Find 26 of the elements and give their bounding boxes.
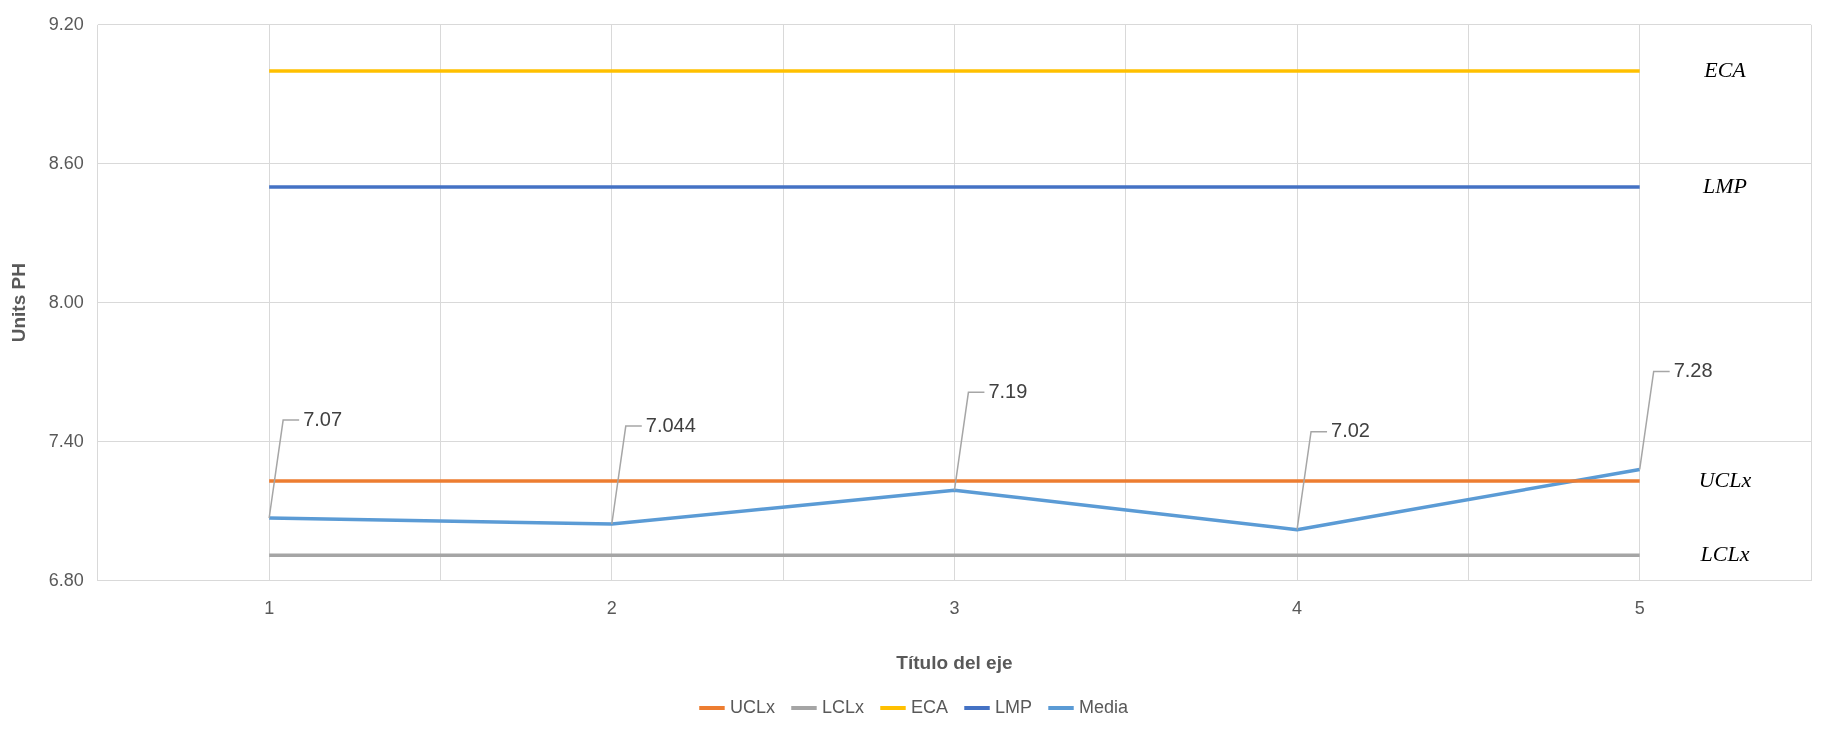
data-label: 7.02 xyxy=(1331,419,1370,442)
legend-label: LCLx xyxy=(821,696,864,717)
legend-label: UCLx xyxy=(729,696,775,717)
x-axis-title: Título del eje xyxy=(896,651,1013,673)
data-label: 7.044 xyxy=(645,413,696,436)
annotation: LCLx xyxy=(1699,540,1750,566)
data-label: 7.19 xyxy=(988,379,1028,402)
y-tick-label: 8.00 xyxy=(48,291,84,312)
x-tick-label: 5 xyxy=(1634,598,1645,619)
y-tick-label: 6.80 xyxy=(48,569,84,590)
legend-label: ECA xyxy=(910,696,949,717)
y-tick-label: 8.60 xyxy=(48,152,84,173)
annotation: UCLx xyxy=(1698,466,1752,492)
data-label: 7.07 xyxy=(303,407,343,430)
x-tick-label: 3 xyxy=(949,598,960,619)
x-tick-label: 4 xyxy=(1292,598,1303,619)
y-axis-title: Units PH xyxy=(7,263,29,343)
y-tick-label: 7.40 xyxy=(48,430,84,451)
x-tick-label: 1 xyxy=(264,598,275,619)
y-tick-label: 9.20 xyxy=(48,13,84,34)
annotation: ECA xyxy=(1703,56,1747,82)
legend-label: LMP xyxy=(995,696,1033,717)
annotation: LMP xyxy=(1702,172,1747,198)
data-label: 7.28 xyxy=(1673,358,1713,381)
x-tick-label: 2 xyxy=(606,598,617,619)
legend-label: Media xyxy=(1079,696,1130,717)
